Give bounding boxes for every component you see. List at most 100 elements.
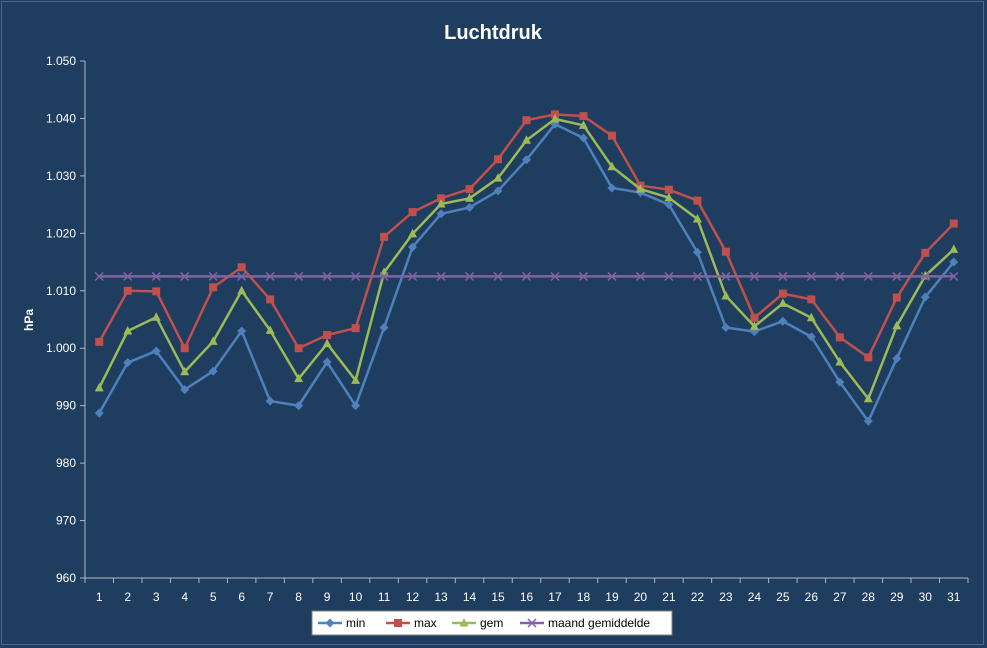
x-tick-label: 11 — [378, 590, 391, 604]
data-point-maand-gemiddelde — [607, 271, 617, 281]
data-point-maand-gemiddelde — [408, 271, 418, 281]
data-point-maand-gemiddelde — [778, 271, 788, 281]
data-point-max — [294, 344, 303, 353]
legend-box — [311, 610, 673, 636]
data-point-maand-gemiddelde — [920, 271, 930, 281]
data-point-maand-gemiddelde — [664, 271, 674, 281]
data-point-max — [209, 283, 218, 292]
data-point-min — [863, 416, 873, 426]
data-point-maand-gemiddelde — [692, 271, 702, 281]
data-point-gem — [265, 325, 275, 334]
x-tick-label: 21 — [662, 590, 676, 604]
data-point-min — [94, 408, 104, 418]
data-point-max — [152, 287, 161, 296]
data-point-max — [266, 295, 275, 304]
data-point-min — [123, 358, 133, 368]
y-tick-label: 1.010 — [46, 284, 76, 298]
data-point-gem — [351, 375, 361, 384]
data-point-max — [437, 194, 446, 203]
data-point-min — [806, 332, 816, 342]
data-point-gem — [294, 373, 304, 383]
x-tick-label: 28 — [862, 590, 876, 604]
data-point-min — [436, 209, 446, 219]
data-point-min — [208, 366, 218, 376]
data-point-gem — [635, 184, 645, 193]
data-point-gem — [949, 244, 959, 253]
data-point-max — [123, 286, 132, 295]
data-point-maand-gemiddelde — [578, 271, 588, 281]
y-tick-label: 1.000 — [46, 341, 76, 355]
series-min — [94, 119, 959, 426]
data-point-maand-gemiddelde — [635, 271, 645, 281]
data-point-min — [294, 401, 304, 411]
series-gem — [94, 114, 959, 403]
data-point-min — [607, 183, 617, 193]
data-point-maand-gemiddelde — [351, 271, 361, 281]
data-point-maand-gemiddelde — [721, 271, 731, 281]
data-point-gem — [664, 192, 674, 202]
data-point-max — [237, 263, 246, 272]
data-point-maand-gemiddelde — [521, 271, 532, 281]
data-point-maand-gemiddelde — [892, 271, 902, 281]
legend: min max gem maand gemiddelde — [311, 610, 673, 636]
data-point-maand-gemiddelde — [208, 271, 218, 281]
x-tick-label: 25 — [776, 590, 790, 604]
data-point-min — [522, 155, 531, 165]
data-point-max — [778, 289, 787, 298]
data-point-maand-gemiddelde — [123, 271, 133, 281]
data-point-gem — [578, 120, 588, 129]
data-point-gem — [863, 393, 873, 403]
data-point-maand-gemiddelde — [237, 271, 247, 281]
data-point-max — [323, 331, 332, 340]
data-point-min — [151, 346, 161, 356]
series-layer — [94, 110, 959, 426]
data-point-min — [322, 357, 332, 367]
data-point-min — [920, 292, 930, 302]
data-point-min — [692, 247, 702, 257]
data-point-min — [664, 200, 674, 210]
data-point-max — [807, 295, 816, 304]
y-tick-label: 970 — [56, 514, 76, 528]
data-point-max — [95, 337, 104, 346]
data-point-min — [180, 385, 190, 395]
data-point-gem — [493, 173, 503, 182]
data-point-max — [522, 116, 531, 125]
x-tick-label: 24 — [748, 590, 762, 604]
data-point-max — [892, 293, 901, 302]
data-point-maand-gemiddelde — [265, 271, 275, 281]
data-point-min — [578, 133, 588, 143]
data-point-min — [892, 354, 902, 364]
data-point-gem — [607, 161, 617, 171]
x-tick-label: 9 — [324, 590, 331, 604]
data-point-max — [949, 219, 958, 228]
legend-marker-min — [325, 618, 335, 628]
data-point-gem — [237, 285, 247, 295]
y-tick-label: 1.020 — [46, 226, 76, 240]
data-point-min — [237, 326, 247, 336]
x-tick-label: 23 — [719, 590, 733, 604]
x-tick-label: 8 — [295, 590, 302, 604]
data-point-maand-gemiddelde — [94, 271, 104, 281]
x-tick-label: 14 — [463, 590, 477, 604]
data-point-min — [408, 242, 418, 252]
x-tick-label: 12 — [406, 590, 420, 604]
data-point-maand-gemiddelde — [749, 271, 759, 281]
legend-label-maand-gemiddelde: maand gemiddelde — [548, 616, 650, 630]
x-tick-label: 13 — [434, 590, 448, 604]
data-point-gem — [123, 325, 133, 335]
data-point-min — [493, 186, 503, 196]
data-point-maand-gemiddelde — [550, 271, 560, 281]
data-point-gem — [892, 320, 902, 330]
x-tick-label: 7 — [267, 590, 274, 604]
series-maand-gemiddelde — [94, 271, 959, 281]
legend-label-gem: gem — [480, 616, 503, 630]
data-point-gem — [151, 312, 161, 321]
data-point-maand-gemiddelde — [863, 271, 873, 281]
data-point-min — [949, 257, 959, 267]
data-point-gem — [208, 336, 218, 345]
data-point-max — [380, 232, 389, 241]
data-point-min — [465, 202, 475, 212]
data-point-gem — [778, 298, 788, 307]
